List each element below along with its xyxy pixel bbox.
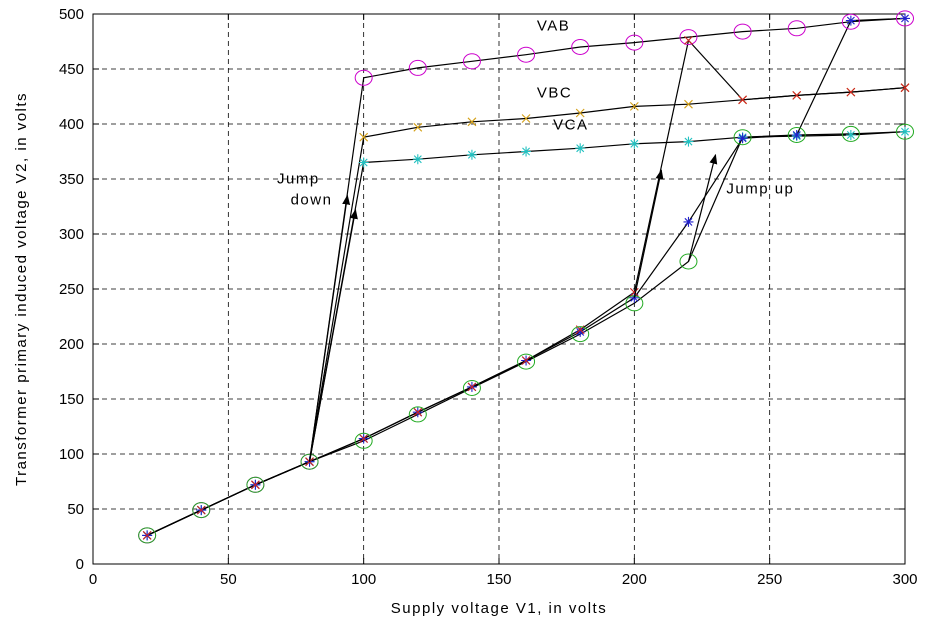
marker-circle bbox=[138, 527, 157, 544]
marker-circle bbox=[462, 53, 481, 70]
marker-x bbox=[846, 87, 856, 97]
marker-star bbox=[791, 130, 802, 140]
marker-circle bbox=[517, 46, 536, 63]
x-tick-label: 300 bbox=[892, 571, 917, 588]
marker-x bbox=[792, 91, 802, 100]
marker-circle bbox=[354, 69, 373, 86]
marker-circle bbox=[571, 39, 590, 55]
y-tick-label: 500 bbox=[59, 6, 84, 23]
marker-star bbox=[412, 154, 423, 165]
marker-x bbox=[359, 132, 369, 142]
y-tick-label: 400 bbox=[59, 116, 84, 133]
y-axis-title: Transformer primary induced voltage V2, … bbox=[13, 92, 30, 486]
marker-x bbox=[738, 95, 747, 105]
marker-star bbox=[845, 15, 856, 26]
marker-circle bbox=[571, 326, 590, 343]
marker-x bbox=[900, 83, 910, 93]
marker-circle bbox=[787, 20, 806, 37]
marker-star bbox=[575, 143, 586, 154]
marker-star bbox=[575, 326, 586, 337]
marker-circle bbox=[679, 29, 698, 46]
x-tick-label: 50 bbox=[220, 571, 237, 588]
marker-star bbox=[466, 149, 477, 160]
marker-x bbox=[575, 108, 585, 118]
marker-x bbox=[521, 356, 531, 365]
x-axis-title: Supply voltage V1, in volts bbox=[391, 600, 607, 617]
x-tick-label: 150 bbox=[486, 571, 511, 588]
marker-star bbox=[845, 130, 856, 140]
marker-star bbox=[900, 126, 910, 137]
marker-star bbox=[737, 133, 748, 144]
marker-star bbox=[683, 136, 694, 147]
marker-circle bbox=[408, 59, 427, 76]
marker-x bbox=[142, 531, 152, 540]
series-markers bbox=[138, 10, 914, 544]
marker-circle bbox=[192, 502, 211, 519]
annotation-label: Jump up bbox=[726, 180, 794, 197]
marker-star bbox=[521, 146, 532, 157]
marker-circle bbox=[896, 10, 914, 27]
y-tick-label: 250 bbox=[59, 281, 84, 298]
marker-x bbox=[629, 102, 639, 111]
marker-star bbox=[358, 157, 369, 168]
y-tick-label: 300 bbox=[59, 226, 84, 243]
y-tick-label: 450 bbox=[59, 61, 84, 78]
marker-circle bbox=[841, 125, 860, 142]
marker-star bbox=[900, 13, 910, 24]
marker-circle bbox=[787, 127, 806, 143]
y-tick-label: 50 bbox=[67, 501, 84, 518]
annotation-label: Jump bbox=[277, 170, 320, 187]
axis-ticks: 0 50 100 150 200 250 300 0 50 100 150 200 250 300 350 4… bbox=[59, 6, 918, 588]
marker-x bbox=[629, 287, 639, 297]
jump-arrow bbox=[308, 194, 351, 462]
marker-star bbox=[629, 138, 640, 149]
marker-x bbox=[467, 382, 477, 392]
annotation-label: down bbox=[291, 191, 333, 208]
annotation-label: VCA bbox=[553, 117, 588, 134]
annotations: VAB VBC VCA Jump down Jump up bbox=[277, 18, 794, 209]
marker-circle bbox=[625, 34, 644, 51]
jump-arrow bbox=[308, 208, 358, 462]
marker-x bbox=[467, 117, 477, 127]
marker-circle bbox=[408, 406, 427, 423]
x-tick-label: 250 bbox=[757, 571, 782, 588]
marker-x bbox=[413, 122, 423, 132]
marker-circle bbox=[462, 380, 481, 396]
annotation-label: VAB bbox=[537, 18, 570, 35]
marker-circle bbox=[733, 23, 752, 40]
marker-x bbox=[684, 36, 693, 45]
marker-x bbox=[521, 114, 531, 123]
marker-star bbox=[683, 216, 694, 227]
marker-circle bbox=[841, 13, 860, 30]
y-tick-label: 0 bbox=[76, 556, 84, 573]
marker-circle bbox=[300, 453, 319, 470]
marker-circle bbox=[896, 123, 914, 140]
marker-x bbox=[413, 407, 423, 417]
x-tick-label: 100 bbox=[351, 571, 376, 588]
x-tick-label: 200 bbox=[622, 571, 647, 588]
marker-x bbox=[196, 505, 206, 515]
marker-star bbox=[629, 292, 640, 303]
marker-circle bbox=[679, 253, 698, 270]
y-tick-label: 100 bbox=[59, 446, 84, 463]
jump-arrow bbox=[687, 153, 718, 262]
annotation-label: VBC bbox=[537, 85, 572, 102]
marker-x bbox=[251, 480, 260, 490]
y-tick-label: 350 bbox=[59, 171, 84, 188]
jump-arrow bbox=[633, 169, 664, 298]
marker-x bbox=[359, 434, 369, 443]
marker-x bbox=[305, 457, 314, 467]
marker-circle bbox=[517, 353, 536, 370]
y-tick-label: 200 bbox=[59, 336, 84, 353]
marker-circle bbox=[246, 476, 265, 493]
y-tick-label: 150 bbox=[59, 391, 84, 408]
jump-arrows bbox=[308, 153, 718, 462]
marker-circle bbox=[733, 129, 752, 146]
x-tick-label: 0 bbox=[89, 571, 97, 588]
marker-circle bbox=[354, 432, 373, 449]
marker-x bbox=[684, 99, 693, 109]
